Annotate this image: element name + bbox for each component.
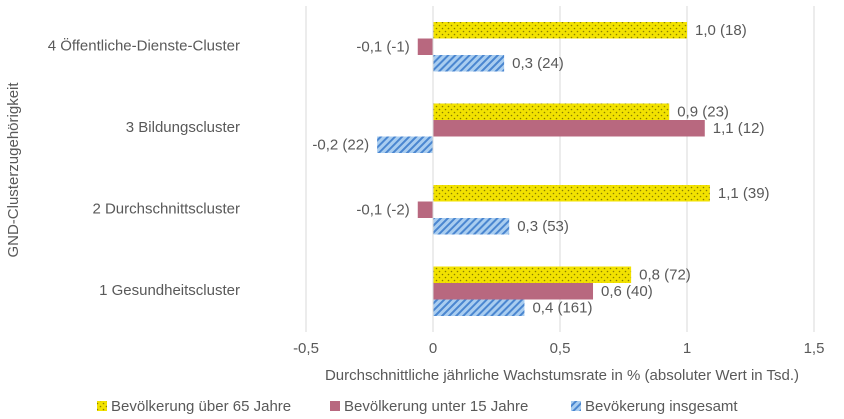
bar: [417, 201, 433, 218]
y-tick-label: 1 Gesundheitscluster: [99, 282, 240, 299]
value-label: 1,1 (39): [718, 185, 770, 202]
bar: [433, 55, 505, 72]
value-label: 0,3 (24): [512, 55, 564, 72]
value-label: 0,3 (53): [517, 218, 569, 235]
bar: [433, 299, 525, 316]
legend-swatch: [571, 401, 581, 411]
value-label: -0,1 (-1): [356, 39, 409, 56]
legend-label: Bevökerung insgesamt: [585, 398, 738, 415]
bar: [433, 185, 710, 202]
x-tick-label: -0,5: [293, 340, 319, 357]
value-label: 0,9 (23): [677, 104, 729, 121]
value-label: 1,0 (18): [695, 22, 747, 39]
y-axis-label: GND-Clusterzugehörigkeit: [5, 82, 22, 258]
value-label: 0,4 (161): [532, 300, 592, 317]
bar: [377, 136, 433, 153]
y-tick-label: 4 Öffentliche-Dienste-Cluster: [48, 37, 240, 55]
value-label: 0,8 (72): [639, 267, 691, 284]
value-label: 0,6 (40): [601, 283, 653, 300]
x-tick-label: 1,5: [804, 340, 825, 357]
x-tick-label: 0: [429, 340, 437, 357]
bar: [433, 283, 594, 300]
x-tick-label: 0,5: [550, 340, 571, 357]
legend-swatch: [97, 401, 107, 411]
bar: [433, 22, 687, 39]
value-label: -0,1 (-2): [356, 202, 409, 219]
bar: [433, 266, 632, 283]
legend-label: Bevölkerung unter 15 Jahre: [344, 398, 528, 415]
y-tick-label: 2 Durchschnittscluster: [92, 201, 240, 218]
value-label: 1,1 (12): [713, 120, 765, 137]
bar: [433, 103, 670, 120]
bar: [433, 120, 705, 137]
x-axis-label: Durchschnittliche jährliche Wachstumsrat…: [325, 367, 799, 384]
bar: [433, 218, 510, 235]
value-label: -0,2 (22): [312, 137, 369, 154]
legend-label: Bevölkerung über 65 Jahre: [111, 398, 291, 415]
y-tick-label: 3 Bildungscluster: [126, 119, 240, 136]
bar: [417, 38, 433, 55]
x-tick-label: 1: [683, 340, 691, 357]
legend-swatch: [330, 401, 340, 411]
